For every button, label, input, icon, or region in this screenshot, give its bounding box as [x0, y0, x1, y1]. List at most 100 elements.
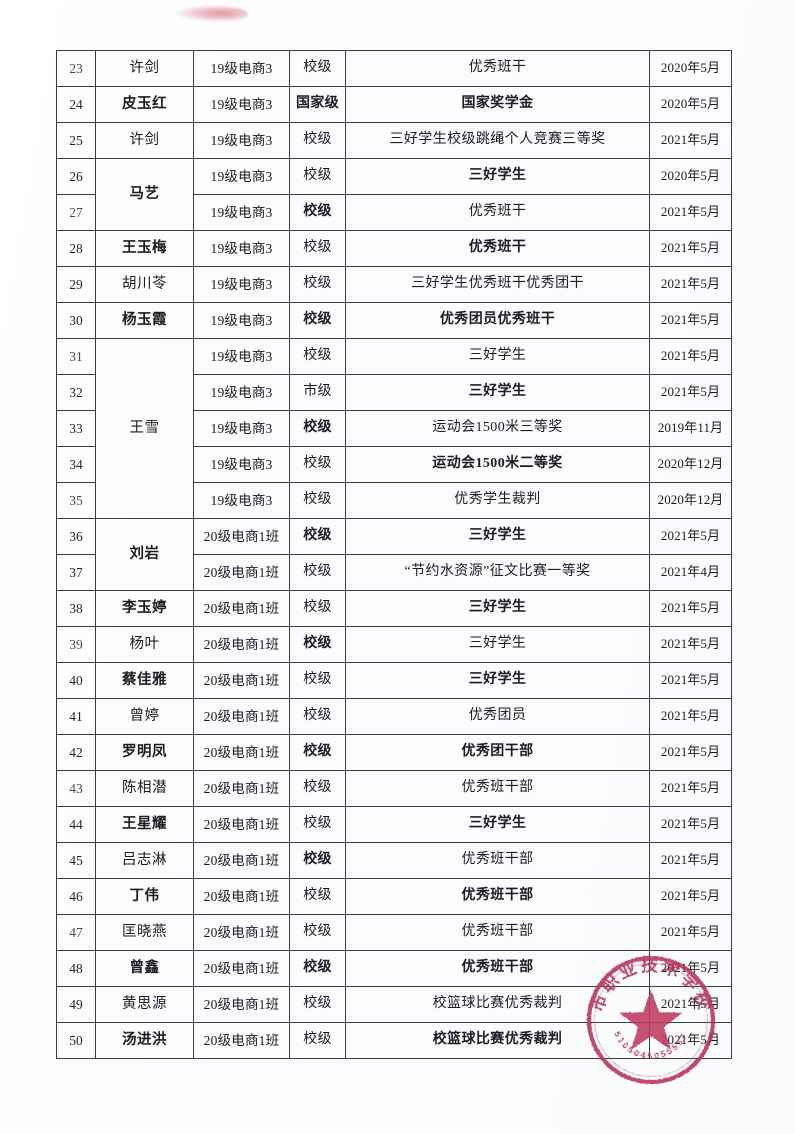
cell-award-level: 校级 — [289, 950, 346, 987]
cell-student-name: 曾婷 — [95, 698, 194, 735]
cell-award-title: 优秀学生裁判 — [345, 482, 650, 519]
table-row: 25 许剑 19级电商3 校级 三好学生校级跳绳个人竞赛三等奖 2021年5月 — [56, 122, 732, 159]
cell-student-name: 陈相潜 — [95, 770, 194, 807]
cell-serial-number: 37 — [56, 554, 96, 591]
cell-class-name: 19级电商3 — [193, 374, 290, 411]
cell-award-level: 校级 — [289, 806, 346, 843]
table-row: 30 杨玉霞 19级电商3 校级 优秀团员优秀班干 2021年5月 — [56, 302, 732, 339]
cell-award-title: 优秀班干 — [345, 50, 650, 87]
cell-class-name: 20级电商1班 — [193, 986, 290, 1023]
cell-award-title: 三好学生 — [345, 626, 650, 663]
cell-serial-number: 33 — [56, 410, 96, 447]
cell-award-level: 校级 — [289, 554, 346, 591]
cell-class-name: 19级电商3 — [193, 410, 290, 447]
cell-serial-number: 40 — [56, 662, 96, 699]
cell-award-level: 校级 — [289, 734, 346, 771]
cell-award-level: 校级 — [289, 446, 346, 483]
cell-award-level: 校级 — [289, 482, 346, 519]
cell-class-name: 20级电商1班 — [193, 1022, 290, 1059]
cell-award-level: 校级 — [289, 122, 346, 159]
cell-award-title: 优秀班干部 — [345, 770, 650, 807]
table-row: 26 马艺 19级电商3 校级 三好学生 2020年5月 — [56, 158, 732, 231]
cell-serial-number: 34 — [56, 446, 96, 483]
cell-student-name: 罗明凤 — [95, 734, 194, 771]
cell-class-name: 19级电商3 — [193, 230, 290, 267]
cell-award-date: 2021年5月 — [649, 374, 732, 411]
cell-award-title: 优秀班干部 — [345, 914, 650, 951]
table-body: 23 许剑 19级电商3 校级 优秀班干 2020年5月 24 皮玉红 19级电商3 国家级 国家奖… — [56, 50, 732, 1059]
cell-award-title: 优秀班干部 — [345, 950, 650, 987]
cell-student-name: 匡晓燕 — [95, 914, 194, 951]
cell-award-title: 三好学生 — [345, 338, 650, 375]
cell-class-name: 20级电商1班 — [193, 734, 290, 771]
award-record-table-container: 23 许剑 19级电商3 校级 优秀班干 2020年5月 24 皮玉红 19级电商3 国家级 国家奖… — [56, 50, 732, 1059]
cell-serial-number: 47 — [56, 914, 96, 951]
cell-serial-number: 31 — [56, 338, 96, 375]
table-row: 39 杨叶 20级电商1班 校级 三好学生 2021年5月 — [56, 626, 732, 663]
cell-award-level: 校级 — [289, 842, 346, 879]
cell-serial-number: 29 — [56, 266, 96, 303]
cell-award-level: 校级 — [289, 410, 346, 447]
cell-award-title: 三好学生 — [345, 158, 650, 195]
table-row: 46 丁伟 20级电商1班 校级 优秀班干部 2021年5月 — [56, 878, 732, 915]
cell-award-level: 校级 — [289, 698, 346, 735]
cell-student-name: 吕志淋 — [95, 842, 194, 879]
cell-serial-number: 27 — [56, 194, 96, 231]
cell-serial-number: 41 — [56, 698, 96, 735]
cell-award-date: 2021年5月 — [649, 878, 732, 915]
cell-student-name: 胡川苓 — [95, 266, 194, 303]
cell-student-name: 王星耀 — [95, 806, 194, 843]
cell-class-name: 20级电商1班 — [193, 662, 290, 699]
cell-award-title: 优秀班干 — [345, 194, 650, 231]
cell-class-name: 19级电商3 — [193, 266, 290, 303]
cell-student-name: 李玉婷 — [95, 590, 194, 627]
table-row: 43 陈相潜 20级电商1班 校级 优秀班干部 2021年5月 — [56, 770, 732, 807]
cell-serial-number: 39 — [56, 626, 96, 663]
table-row: 23 许剑 19级电商3 校级 优秀班干 2020年5月 — [56, 50, 732, 87]
cell-class-name: 20级电商1班 — [193, 554, 290, 591]
cell-class-name: 19级电商3 — [193, 338, 290, 375]
cell-class-name: 20级电商1班 — [193, 698, 290, 735]
table-row: 38 李玉婷 20级电商1班 校级 三好学生 2021年5月 — [56, 590, 732, 627]
table-row: 27 19级电商3 校级 优秀班干 2021年5月 — [56, 194, 732, 231]
cell-award-level: 校级 — [289, 878, 346, 915]
cell-class-name: 20级电商1班 — [193, 950, 290, 987]
cell-class-name: 20级电商1班 — [193, 878, 290, 915]
cell-serial-number: 24 — [56, 86, 96, 123]
cell-award-title: 三好学生优秀班干优秀团干 — [345, 266, 650, 303]
cell-award-title: 运动会1500米三等奖 — [345, 410, 650, 447]
cell-serial-number: 44 — [56, 806, 96, 843]
cell-serial-number: 35 — [56, 482, 96, 519]
table-row: 44 王星耀 20级电商1班 校级 三好学生 2021年5月 — [56, 806, 732, 843]
cell-award-title: 三好学生 — [345, 806, 650, 843]
cell-award-date: 2019年11月 — [649, 410, 732, 447]
table-row: 36 刘岩 20级电商1班 校级 三好学生 2021年5月 — [56, 518, 732, 591]
cell-serial-number: 23 — [56, 50, 96, 87]
cell-serial-number: 42 — [56, 734, 96, 771]
cell-award-date: 2021年5月 — [649, 122, 732, 159]
cell-award-date: 2020年5月 — [649, 158, 732, 195]
table-row: 48 曾鑫 20级电商1班 校级 优秀班干部 2021年5月 — [56, 950, 732, 987]
award-record-table: 23 许剑 19级电商3 校级 优秀班干 2020年5月 24 皮玉红 19级电商3 国家级 国家奖… — [56, 50, 732, 1059]
cell-class-name: 19级电商3 — [193, 158, 290, 195]
cell-award-date: 2021年5月 — [649, 770, 732, 807]
cell-class-name: 19级电商3 — [193, 50, 290, 87]
cell-award-level: 校级 — [289, 50, 346, 87]
cell-award-title: 三好学生 — [345, 662, 650, 699]
cell-student-name: 蔡佳雅 — [95, 662, 194, 699]
cell-award-date: 2021年5月 — [649, 626, 732, 663]
cell-class-name: 20级电商1班 — [193, 770, 290, 807]
cell-student-name: 杨叶 — [95, 626, 194, 663]
table-row: 45 吕志淋 20级电商1班 校级 优秀班干部 2021年5月 — [56, 842, 732, 879]
cell-award-title: 国家奖学金 — [345, 86, 650, 123]
cell-class-name: 20级电商1班 — [193, 842, 290, 879]
cell-award-title: 三好学生 — [345, 590, 650, 627]
table-row: 41 曾婷 20级电商1班 校级 优秀团员 2021年5月 — [56, 698, 732, 735]
cell-class-name: 19级电商3 — [193, 482, 290, 519]
cell-award-level: 校级 — [289, 158, 346, 195]
cell-serial-number: 30 — [56, 302, 96, 339]
cell-serial-number: 43 — [56, 770, 96, 807]
table-row: 29 胡川苓 19级电商3 校级 三好学生优秀班干优秀团干 2021年5月 — [56, 266, 732, 303]
cell-class-name: 20级电商1班 — [193, 626, 290, 663]
cell-serial-number: 32 — [56, 374, 96, 411]
